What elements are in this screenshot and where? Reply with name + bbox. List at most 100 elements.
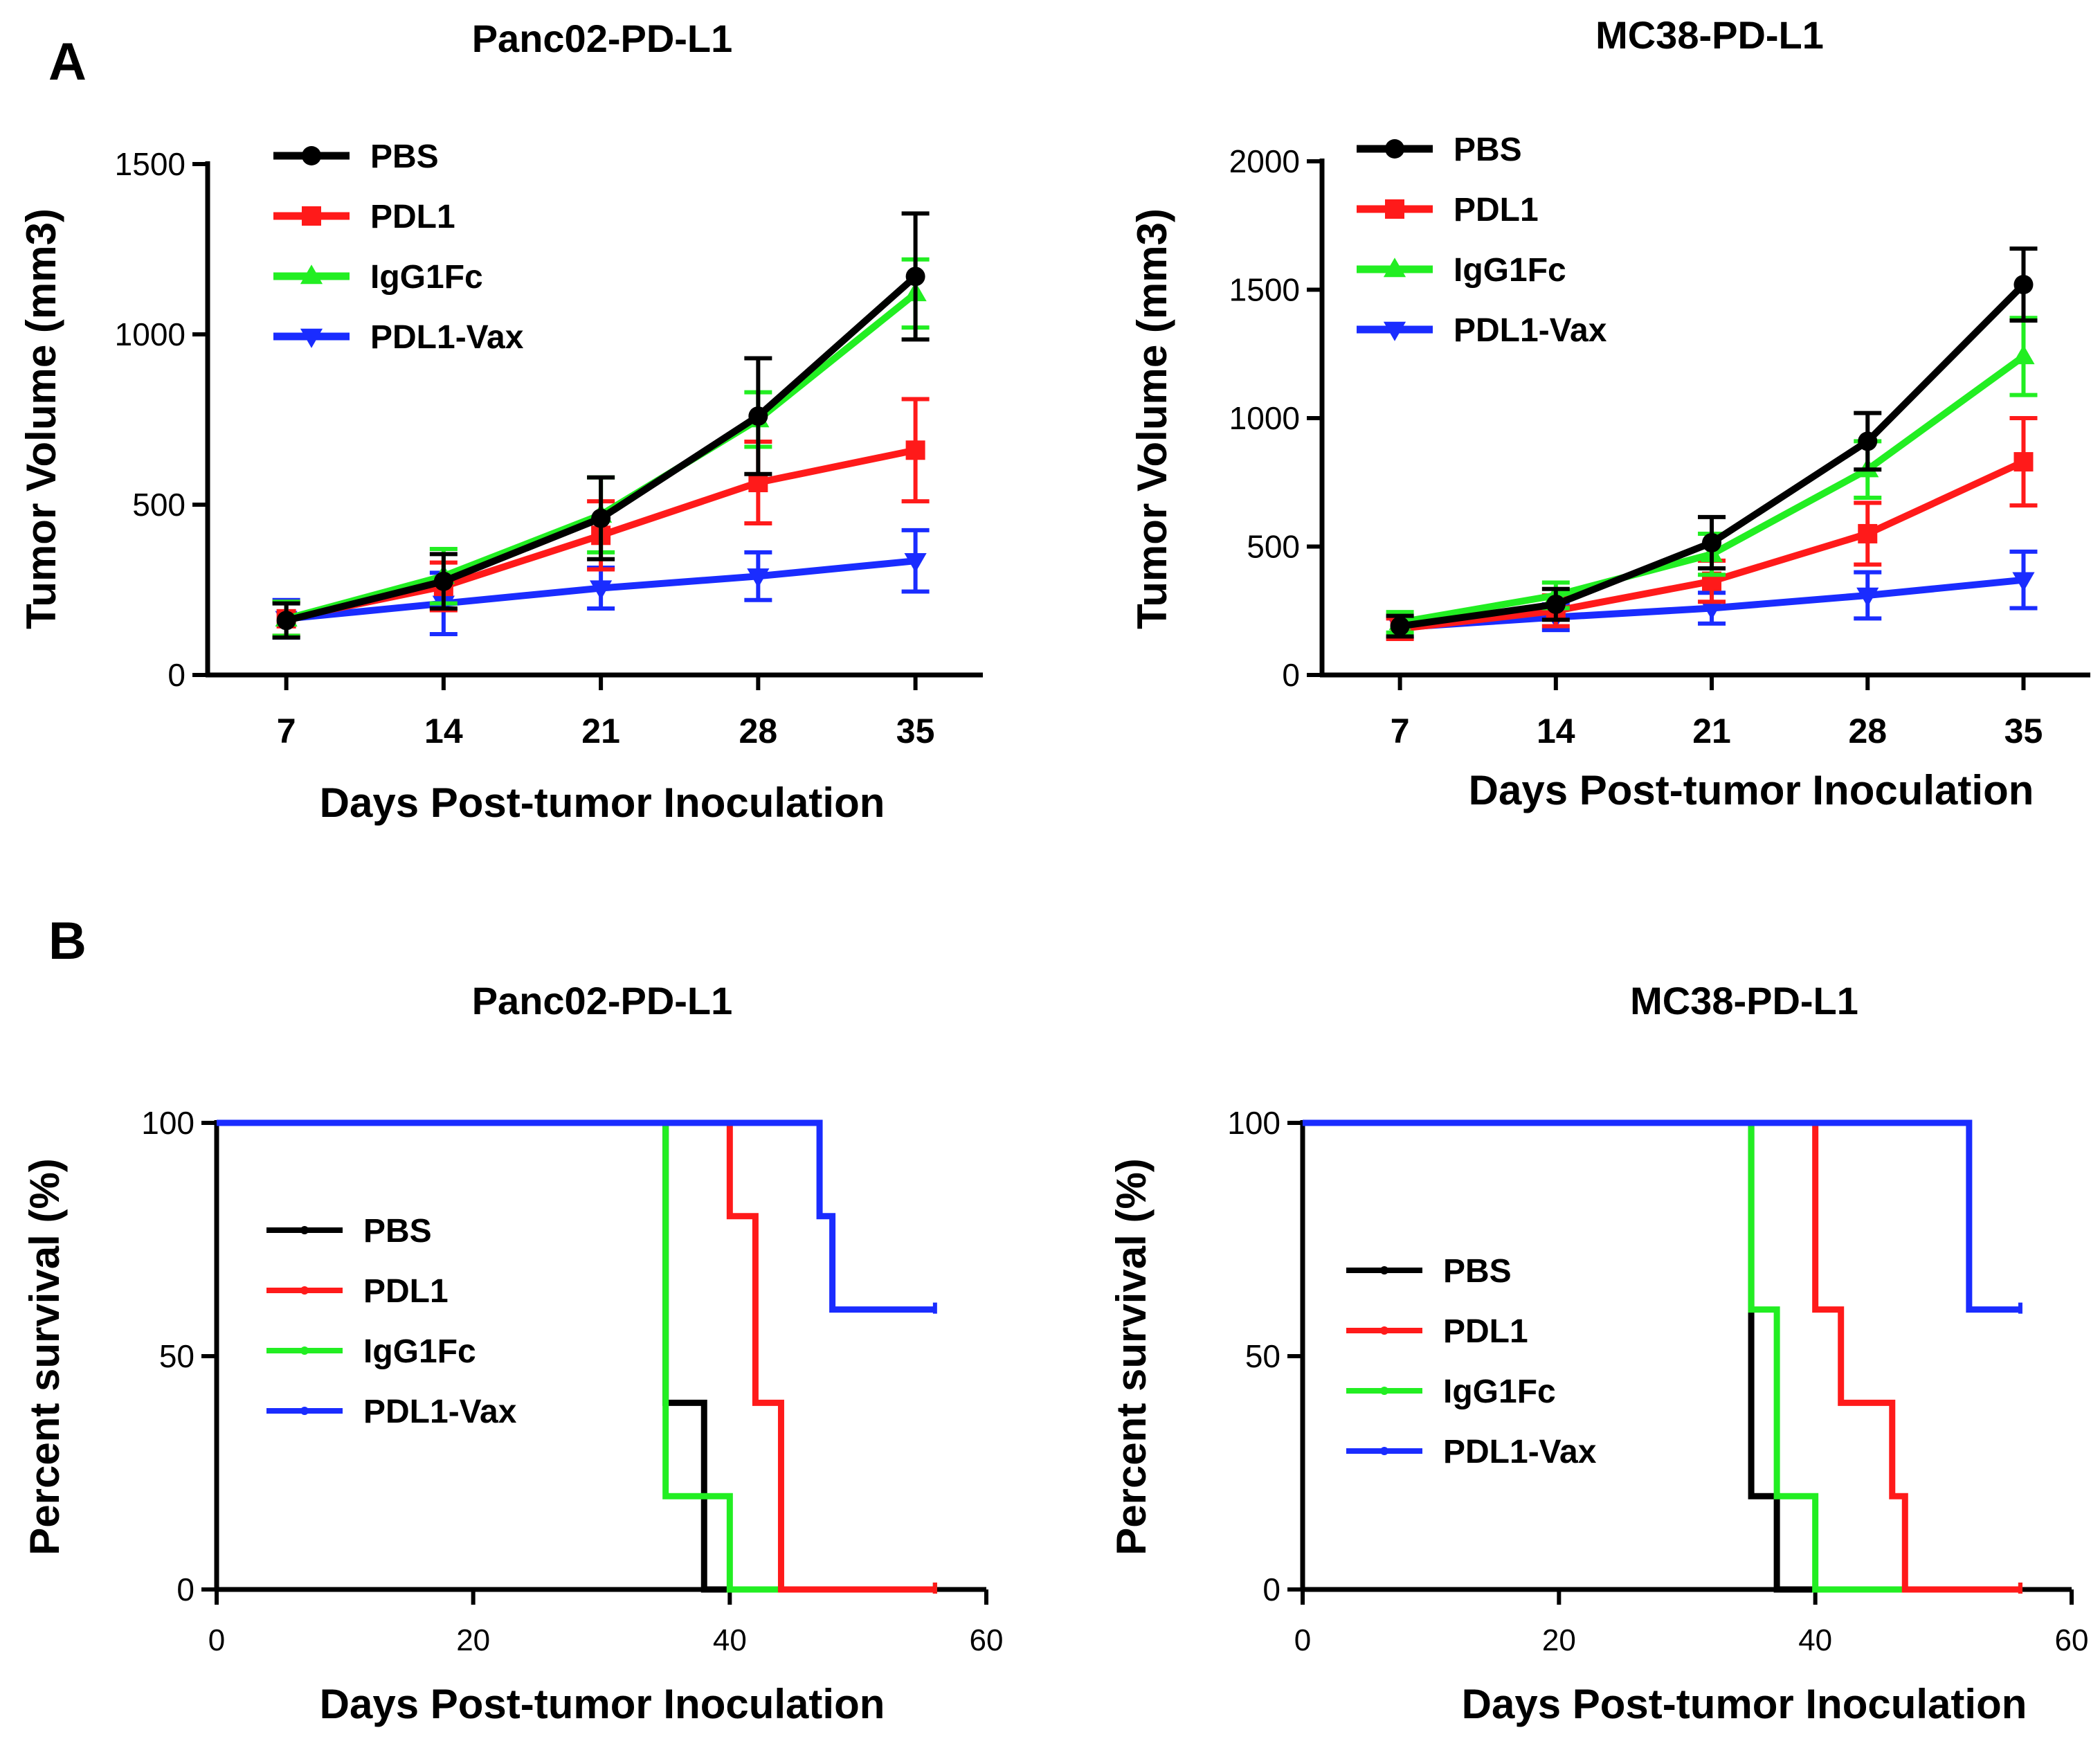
data-point	[2012, 572, 2035, 592]
legend: PBS PDL1 IgG1Fc PDL1-Vax	[1346, 1253, 1597, 1470]
legend-label: PDL1	[363, 1273, 449, 1310]
x-tick-label: 14	[424, 712, 463, 750]
chart-panc02-survival: Panc02-PD-L1 0 50 100 0 20 40 60 Days Post-tumor…	[21, 979, 1003, 1727]
data-point	[433, 571, 453, 591]
legend: PBS PDL1 IgG1Fc PDL1-Vax	[1357, 132, 1607, 349]
x-tick-label: 21	[581, 712, 620, 750]
legend-label: PDL1	[1443, 1313, 1528, 1350]
y-tick-label: 100	[1227, 1105, 1280, 1141]
chart-mc38-tumor-volume: MC38-PD-L1 0 500 1000 1500 2000 7 14 21 28 35 Days …	[1129, 13, 2090, 813]
x-tick-label: 20	[1542, 1623, 1576, 1657]
data-point	[1858, 523, 1878, 543]
legend-marker	[300, 1407, 309, 1415]
survival-curve	[1303, 1119, 2020, 1593]
chart-title: MC38-PD-L1	[1595, 13, 1824, 57]
legend-marker	[1380, 1447, 1388, 1455]
x-tick-label: 60	[970, 1623, 1004, 1657]
x-tick-label: 35	[2004, 712, 2043, 750]
chart-panc02-tumor-volume: Panc02-PD-L1 0 500 1000 1500 7 14 21 28 35 Days Po…	[18, 17, 983, 826]
y-tick-label: 1000	[1229, 400, 1300, 436]
legend-marker	[1385, 199, 1404, 219]
series-pbs	[1386, 246, 2038, 639]
legend: PBS PDL1 IgG1Fc PDL1-Vax	[273, 138, 524, 356]
panel-label-b: B	[48, 912, 87, 971]
legend-label: IgG1Fc	[363, 1333, 476, 1370]
legend-marker	[302, 146, 321, 165]
x-tick-label: 28	[739, 712, 778, 750]
data-point	[2013, 275, 2034, 295]
series-pdl1	[217, 1119, 937, 1594]
data-point	[1856, 587, 1879, 607]
chart-title: Panc02-PD-L1	[472, 17, 733, 60]
y-tick-label: 500	[1247, 529, 1300, 565]
x-axis-label: Days Post-tumor Inoculation	[320, 780, 885, 826]
legend-marker	[300, 1286, 309, 1295]
data-point	[747, 568, 770, 588]
x-tick-label: 40	[1798, 1623, 1832, 1657]
legend-marker	[300, 1226, 309, 1234]
x-tick-label: 14	[1537, 712, 1575, 750]
y-axis-label: Tumor Volume (mm3)	[18, 208, 64, 629]
legend-marker	[300, 328, 323, 348]
legend-label: PDL1	[1454, 192, 1539, 228]
series-pdl1	[1303, 1119, 2022, 1594]
legend-label: PDL1-Vax	[363, 1394, 517, 1430]
chart-title: Panc02-PD-L1	[472, 979, 733, 1022]
series-pbs	[272, 211, 930, 640]
y-tick-label: 500	[132, 487, 185, 523]
legend-marker	[300, 264, 323, 285]
legend-label: PDL1	[370, 199, 455, 235]
data-point	[748, 406, 768, 426]
series-igg1fc	[1303, 1119, 2022, 1594]
x-tick-label: 0	[208, 1623, 225, 1657]
chart-mc38-survival: MC38-PD-L1 0 50 100 0 20 40 60 Days Post-tumor I…	[1108, 979, 2088, 1727]
data-point	[1390, 616, 1410, 636]
x-tick-label: 7	[1391, 712, 1410, 750]
series-igg1fc	[217, 1119, 937, 1594]
data-point	[905, 267, 925, 287]
chart-title: MC38-PD-L1	[1630, 979, 1858, 1022]
y-tick-label: 1000	[115, 316, 185, 352]
y-tick-label: 50	[159, 1338, 194, 1374]
x-tick-label: 7	[277, 712, 296, 750]
legend-marker	[1380, 1387, 1388, 1395]
y-axis-label: Tumor Volume (mm3)	[1129, 208, 1175, 629]
legend-label: PBS	[370, 138, 439, 175]
legend-marker	[1383, 321, 1406, 341]
legend-label: PBS	[363, 1213, 432, 1250]
series-pdl1-vax	[1303, 1119, 2022, 1314]
series-pbs	[217, 1119, 937, 1594]
legend-marker	[302, 206, 321, 226]
legend-marker	[1380, 1326, 1388, 1335]
x-axis-label: Days Post-tumor Inoculation	[1462, 1681, 2027, 1727]
x-tick-label: 28	[1848, 712, 1887, 750]
data-point	[2012, 345, 2035, 365]
legend-label: PDL1-Vax	[370, 319, 524, 356]
legend-marker	[1383, 258, 1406, 278]
survival-curve	[1303, 1119, 2020, 1313]
legend-label: IgG1Fc	[370, 259, 483, 296]
y-tick-label: 0	[1262, 1571, 1280, 1607]
legend-label: PDL1-Vax	[1443, 1434, 1597, 1470]
data-point	[905, 440, 925, 460]
data-point	[1858, 431, 1878, 451]
legend-marker	[300, 1346, 309, 1355]
survival-curve	[1303, 1119, 2020, 1593]
legend-label: IgG1Fc	[1454, 252, 1566, 289]
x-tick-label: 35	[896, 712, 935, 750]
y-tick-label: 0	[1282, 657, 1300, 693]
y-tick-label: 1500	[115, 146, 185, 182]
legend: PBS PDL1 IgG1Fc PDL1-Vax	[266, 1213, 517, 1430]
data-point	[1702, 532, 1722, 552]
data-point	[1700, 600, 1723, 620]
data-point	[1546, 594, 1566, 614]
y-tick-label: 50	[1245, 1338, 1280, 1374]
series-pdl1-vax	[217, 1119, 937, 1314]
legend-marker	[1380, 1266, 1388, 1274]
survival-curve	[1303, 1119, 2020, 1593]
survival-curve	[217, 1119, 935, 1593]
data-point	[276, 611, 296, 631]
series-pbs	[1303, 1119, 2022, 1594]
legend-label: IgG1Fc	[1443, 1373, 1556, 1410]
